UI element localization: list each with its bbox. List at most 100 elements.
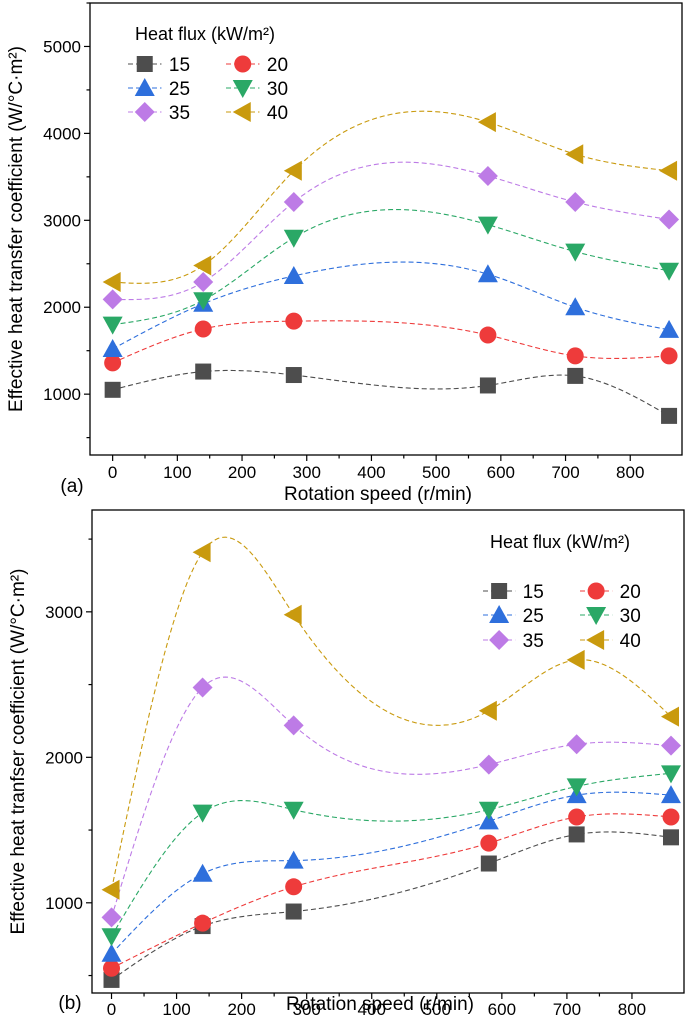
legend-marker-20 xyxy=(587,582,605,600)
data-point-25 xyxy=(283,850,304,869)
y-tick-label: 4000 xyxy=(43,124,81,143)
data-point-15 xyxy=(104,381,121,398)
chart-panel-a: 0 100 200 300 400 500 600 700 800 1000 2000 3000 400… xyxy=(6,2,683,505)
data-point-40 xyxy=(101,879,120,900)
legend-label-30: 30 xyxy=(267,79,288,100)
legend-label-20: 20 xyxy=(267,55,288,76)
x-tick-label: 300 xyxy=(293,463,321,482)
plot-frame xyxy=(89,2,683,456)
x-axis-title: Rotation speed (r/min) xyxy=(286,994,474,1015)
plot-frame xyxy=(91,509,685,994)
legend-marker-35 xyxy=(134,102,155,122)
data-point-25 xyxy=(102,338,123,357)
data-point-35 xyxy=(660,735,681,756)
data-point-15 xyxy=(567,367,584,384)
data-point-20 xyxy=(479,326,497,344)
data-point-40 xyxy=(102,272,121,293)
legend-label-15: 15 xyxy=(169,55,190,76)
data-point-40 xyxy=(192,542,211,563)
data-point-30 xyxy=(566,778,587,797)
legend-marker-20 xyxy=(234,55,252,73)
legend-title: Heat flux (kW/m²) xyxy=(490,532,630,552)
y-tick-label: 3000 xyxy=(43,211,81,230)
legend-label-15: 15 xyxy=(523,582,544,603)
data-point-25 xyxy=(660,785,681,804)
legend-marker-15 xyxy=(136,56,153,72)
data-point-40 xyxy=(659,160,678,181)
data-point-40 xyxy=(193,255,212,276)
x-tick-label: 100 xyxy=(162,1000,190,1017)
data-point-40 xyxy=(660,706,679,727)
y-axis-title: Effective heat transfer coefficient (W/°… xyxy=(6,46,27,412)
legend-label-35: 35 xyxy=(523,631,544,652)
data-point-40 xyxy=(283,604,302,625)
legend-marker-35 xyxy=(489,630,510,650)
data-point-20 xyxy=(194,320,212,338)
data-point-35 xyxy=(193,272,214,293)
data-point-20 xyxy=(662,808,680,826)
data-point-30 xyxy=(283,801,304,820)
data-point-40 xyxy=(566,649,585,670)
data-point-30 xyxy=(477,216,498,235)
data-point-35 xyxy=(566,734,587,755)
x-tick-label: 300 xyxy=(292,1000,320,1017)
data-point-20 xyxy=(660,347,678,365)
legend-marker-30 xyxy=(232,80,253,98)
x-tick-label: 400 xyxy=(358,1000,386,1017)
x-axis-title: Rotation speed (r/min) xyxy=(284,484,472,505)
data-point-30 xyxy=(659,262,680,281)
data-point-15 xyxy=(479,377,496,394)
data-point-15 xyxy=(661,407,678,424)
data-point-30 xyxy=(193,292,214,311)
trend-line-40 xyxy=(110,536,672,890)
data-point-25 xyxy=(283,265,304,284)
trend-line-15 xyxy=(112,369,670,417)
data-point-35 xyxy=(477,165,498,186)
data-point-15 xyxy=(480,855,497,872)
chart-panel-b: 0 100 200 300 400 500 600 700 800 1000 2000 3000 Rot… xyxy=(8,509,685,1017)
x-tick-label: 600 xyxy=(488,1000,516,1017)
legend-marker-15 xyxy=(491,583,508,599)
data-point-15 xyxy=(568,826,585,843)
data-point-20 xyxy=(568,808,586,826)
legend-title: Heat flux (kW/m²) xyxy=(135,24,275,44)
data-point-35 xyxy=(283,192,304,213)
trend-line-30 xyxy=(112,209,670,326)
y-axis-title: Effective heat tranfser coefficient (W/°… xyxy=(8,569,29,935)
data-point-40 xyxy=(565,144,584,165)
data-point-35 xyxy=(192,677,213,698)
x-tick-label: 0 xyxy=(107,1000,116,1017)
data-point-25 xyxy=(565,297,586,316)
data-point-40 xyxy=(477,112,496,133)
legend-label-25: 25 xyxy=(169,79,190,100)
legend-marker-40 xyxy=(232,102,251,122)
legend-label-35: 35 xyxy=(169,103,190,124)
data-point-30 xyxy=(192,804,213,823)
data-point-15 xyxy=(285,903,302,920)
data-point-30 xyxy=(102,316,123,335)
data-point-20 xyxy=(103,959,121,977)
x-tick-label: 200 xyxy=(228,463,256,482)
panel-label: (b) xyxy=(58,993,81,1014)
data-point-30 xyxy=(660,765,681,784)
x-tick-label: 800 xyxy=(618,1000,646,1017)
data-point-25 xyxy=(192,863,213,882)
trend-line-15 xyxy=(111,831,672,981)
legend-label-40: 40 xyxy=(620,631,641,652)
legend-marker-25 xyxy=(489,605,510,623)
x-tick-label: 500 xyxy=(422,463,450,482)
data-point-35 xyxy=(659,209,680,230)
data-point-20 xyxy=(104,354,122,372)
legend-label-25: 25 xyxy=(523,606,544,627)
data-point-15 xyxy=(195,363,212,380)
legend-label-20: 20 xyxy=(620,582,641,603)
data-point-35 xyxy=(101,907,122,928)
y-tick-label: 1000 xyxy=(43,385,81,404)
data-point-40 xyxy=(478,700,497,721)
x-tick-label: 700 xyxy=(551,463,579,482)
x-tick-label: 700 xyxy=(553,1000,581,1017)
data-point-25 xyxy=(659,319,680,338)
trend-line-20 xyxy=(111,813,672,969)
trend-line-20 xyxy=(112,320,670,364)
